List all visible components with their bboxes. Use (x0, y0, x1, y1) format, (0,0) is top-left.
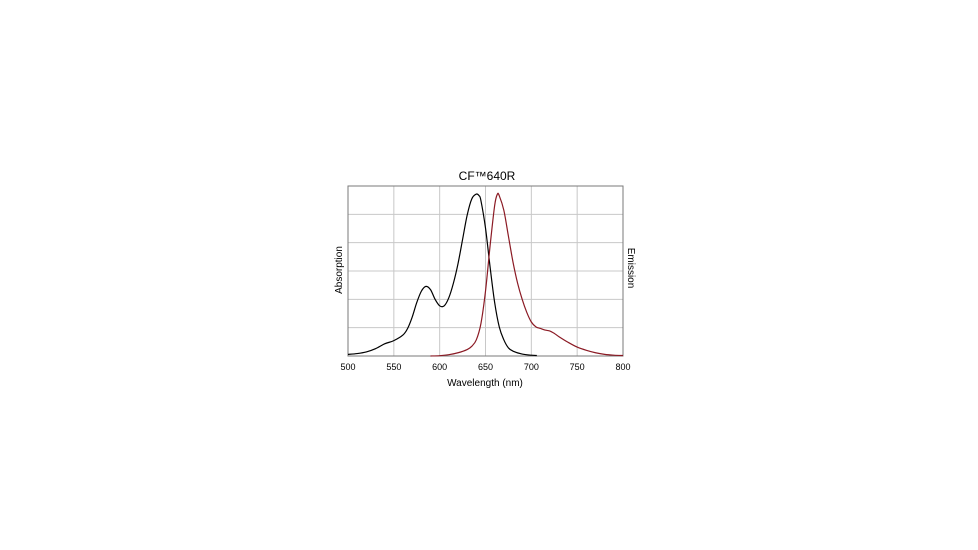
grid-lines (348, 186, 623, 356)
x-tick-labels: 500 550 600 650 700 750 800 (340, 362, 630, 372)
x-axis-label: Wavelength (nm) (447, 378, 523, 389)
plot-frame (347, 185, 624, 357)
x-tick-label: 700 (524, 362, 539, 372)
x-tick-label: 500 (340, 362, 355, 372)
series-group (347, 192, 624, 357)
x-tick-label: 600 (432, 362, 447, 372)
x-tick-label: 550 (386, 362, 401, 372)
x-tick-label: 750 (570, 362, 585, 372)
chart-title: CF™640R (459, 169, 516, 183)
absorption-curve (347, 193, 537, 357)
y-axis-label-left: Absorption (334, 246, 345, 294)
x-tick-label: 650 (478, 362, 493, 372)
y-axis-label-right: Emission (625, 248, 636, 289)
x-tick-label: 800 (615, 362, 630, 372)
emission-curve (430, 192, 624, 357)
